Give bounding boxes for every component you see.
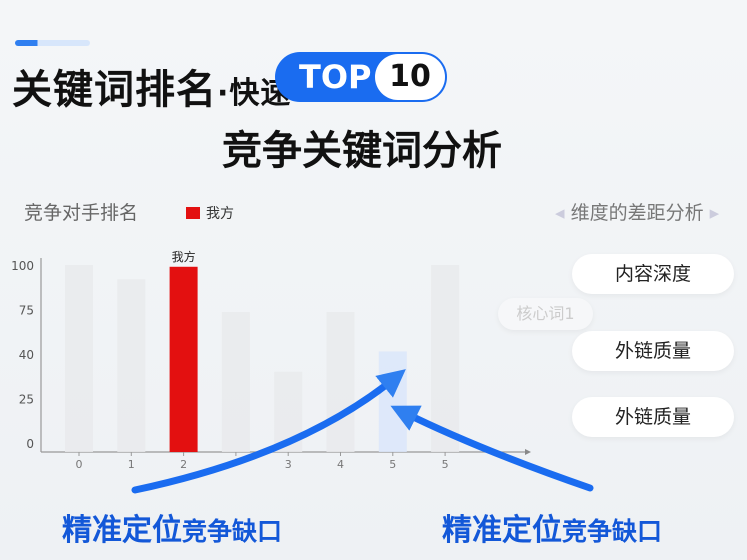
accent-bar (15, 40, 90, 46)
y-tick-label: 0 (26, 437, 34, 451)
legend: 我方 (186, 203, 234, 223)
left-arrow-icon: ◂ (555, 202, 571, 224)
right-heading: ◂ 维度的差距分析 ▸ (555, 198, 719, 225)
legend-swatch (186, 207, 200, 219)
y-tick-label: 25 (19, 393, 34, 407)
x-tick-label: 1 (128, 458, 135, 471)
caption-left: 精准定位竞争缺口 (62, 505, 282, 549)
x-axis-arrow (525, 449, 531, 455)
legend-label: 我方 (206, 206, 234, 222)
x-tick-label: 2 (180, 458, 187, 471)
caption-small: 竞争缺口 (182, 517, 283, 546)
pill-content-depth: 内容深度 (572, 254, 734, 294)
title-dot: · (217, 76, 230, 111)
data-label: 我方 (172, 249, 196, 264)
y-tick-label: 75 (19, 304, 34, 318)
x-tick-label: 5 (442, 458, 449, 471)
left-heading: 竞争对手排名 (24, 202, 139, 224)
arrow-left-icon (131, 369, 406, 494)
bar (169, 266, 198, 452)
caption-small: 竞争缺口 (562, 517, 663, 546)
badge-num: 10 (375, 54, 445, 100)
caption-strong: 精准定位 (62, 513, 182, 548)
y-tick-label: 100 (11, 259, 34, 273)
bar (326, 312, 355, 452)
right-heading-text: 维度的差距分析 (570, 202, 704, 224)
x-tick-label: 5 (389, 458, 396, 471)
x-tick-label: 0 (76, 458, 83, 471)
x-tick-label: 3 (285, 458, 292, 471)
badge-top: TOP (299, 58, 372, 96)
pill-backlink-quality: 外链质量 (572, 331, 734, 371)
bar (117, 279, 146, 452)
bar (65, 265, 93, 452)
top10-badge: TOP 10 (275, 52, 447, 102)
x-tick-label: 4 (337, 458, 344, 471)
right-arrow-icon: ▸ (703, 202, 720, 224)
pill-backlink-quality-2: 外链质量 (572, 397, 734, 437)
title-main: 关键词排名 (12, 67, 217, 113)
y-tick-label: 40 (19, 348, 34, 362)
subtitle: 竞争关键词分析 (222, 128, 502, 174)
arrow-right-icon (390, 405, 594, 492)
bar (378, 351, 407, 452)
caption-right: 精准定位竞争缺口 (442, 505, 662, 549)
bar (221, 312, 250, 452)
pill-core-word: 核心词1 (498, 298, 593, 330)
caption-strong: 精准定位 (442, 513, 562, 548)
bar (431, 265, 460, 452)
page-title: 关键词排名·快速 (12, 57, 291, 115)
